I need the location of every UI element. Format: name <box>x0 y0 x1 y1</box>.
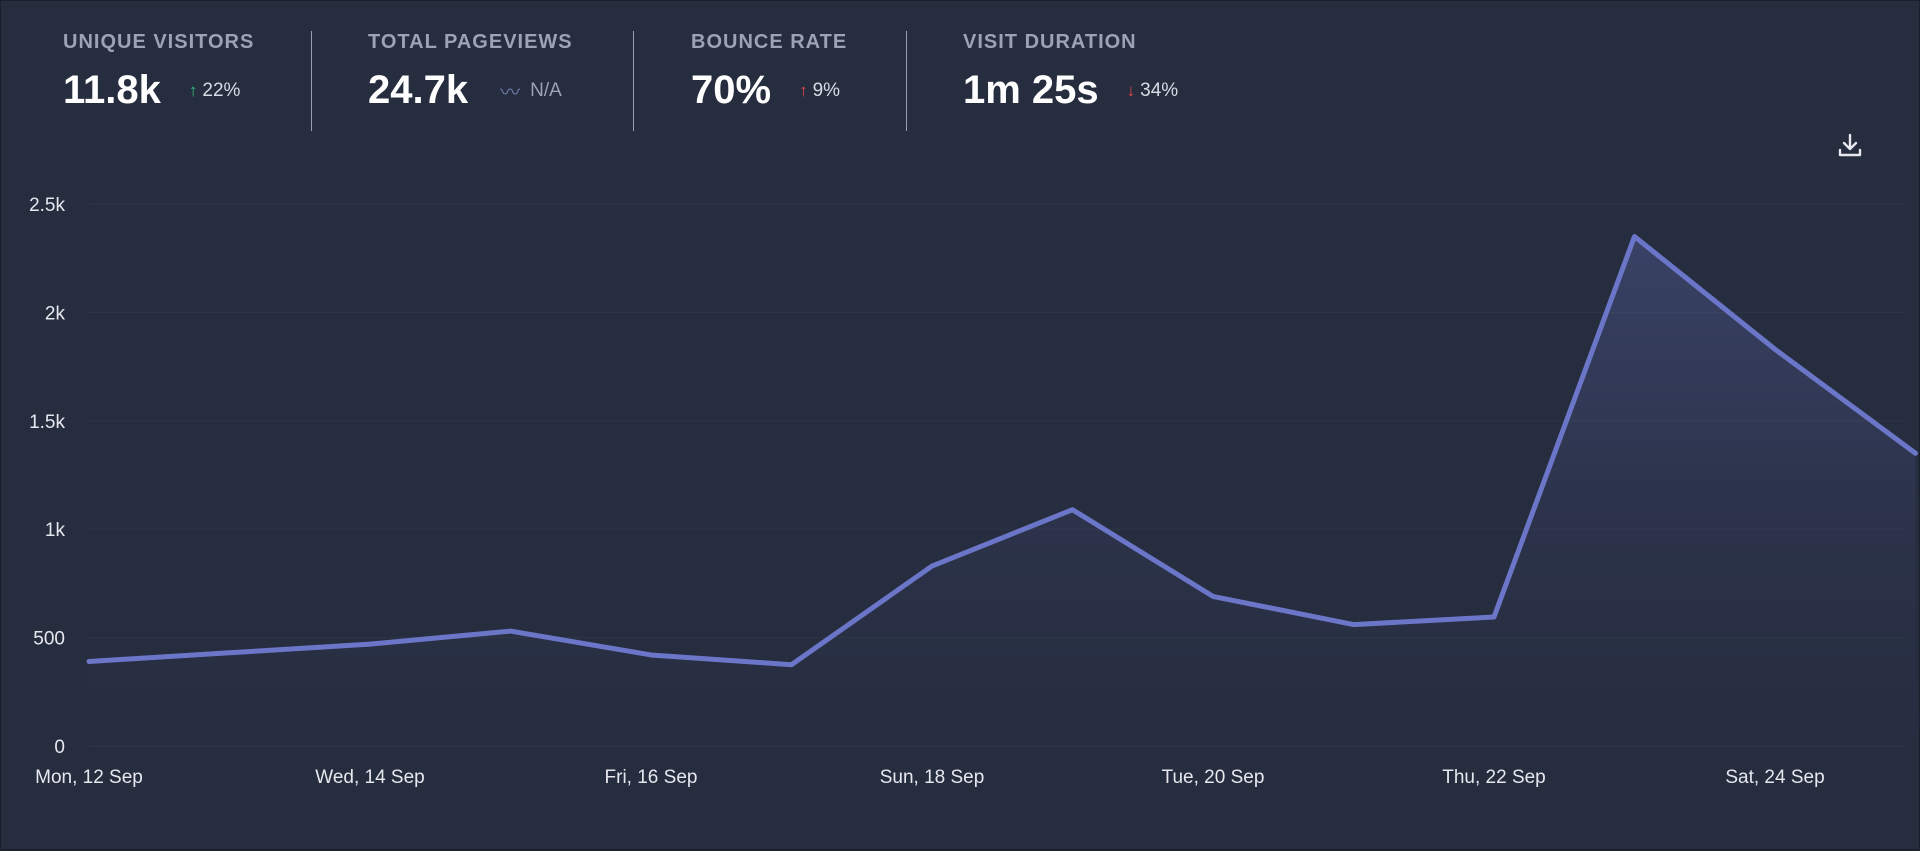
data-point <box>1351 622 1357 628</box>
data-point <box>1913 450 1919 456</box>
stat-change-value: N/A <box>530 79 562 101</box>
stat-change: 〰 N/A <box>500 76 562 105</box>
x-tick-label: Sat, 24 Sep <box>1725 767 1824 788</box>
stat-change-value: 22% <box>202 79 241 101</box>
stat-change-value: 34% <box>1140 79 1179 101</box>
stat-visit-duration[interactable]: VISIT DURATION 1m 25s ↓ 34% <box>963 31 1178 113</box>
data-point <box>789 662 795 668</box>
divider <box>633 31 634 131</box>
x-tick-label: Thu, 22 Sep <box>1442 767 1546 788</box>
y-tick-label: 0 <box>54 737 65 758</box>
stat-value: 11.8k <box>63 68 161 112</box>
stat-value: 1m 25s <box>963 68 1099 112</box>
data-point <box>227 650 233 656</box>
data-point <box>1632 234 1638 240</box>
y-tick-label: 500 <box>33 629 65 650</box>
stat-value: 70% <box>691 68 772 112</box>
data-point <box>1491 614 1497 620</box>
series-line <box>86 234 1918 668</box>
y-tick-label: 2k <box>45 303 66 324</box>
data-point <box>367 641 373 647</box>
x-tick-label: Fri, 16 Sep <box>605 767 698 788</box>
series-area <box>89 236 1916 746</box>
stat-change: ↓ 34% <box>1127 80 1179 102</box>
wave-icon: 〰 <box>500 82 521 104</box>
arrow-up-icon: ↑ <box>799 80 808 100</box>
stat-unique-visitors[interactable]: UNIQUE VISITORS 11.8k ↑ 22% <box>63 31 254 113</box>
stat-bounce-rate[interactable]: BOUNCE RATE 70% ↑ 9% <box>691 31 847 113</box>
stat-label: BOUNCE RATE <box>691 31 848 53</box>
stats-bar: UNIQUE VISITORS 11.8k ↑ 22% TOTAL PAGEVI… <box>1 1 1301 131</box>
stat-change: ↑ 9% <box>799 80 840 102</box>
data-point <box>1772 346 1778 352</box>
data-point <box>1210 593 1216 599</box>
stat-total-pageviews[interactable]: TOTAL PAGEVIEWS 24.7k 〰 N/A <box>368 31 573 113</box>
x-tick-label: Sun, 18 Sep <box>880 767 985 788</box>
y-tick-label: 2.5k <box>29 195 65 216</box>
x-tick-label: Wed, 14 Sep <box>315 767 425 788</box>
data-point <box>86 658 92 664</box>
data-point <box>1070 507 1076 513</box>
stat-change-value: 9% <box>812 79 841 101</box>
arrow-up-icon: ↑ <box>188 80 198 100</box>
x-tick-label: Mon, 12 Sep <box>35 767 143 788</box>
data-point <box>648 652 654 658</box>
stat-label: UNIQUE VISITORS <box>63 31 255 53</box>
download-icon[interactable] <box>1835 131 1865 161</box>
data-point <box>929 563 935 569</box>
stat-value: 24.7k <box>368 68 469 112</box>
stat-label: TOTAL PAGEVIEWS <box>368 31 573 53</box>
data-point <box>508 628 514 634</box>
stat-label: VISIT DURATION <box>963 31 1137 53</box>
divider <box>906 31 907 131</box>
arrow-down-icon: ↓ <box>1126 80 1136 100</box>
divider <box>311 31 312 131</box>
y-tick-label: 1k <box>45 520 66 541</box>
y-tick-label: 1.5k <box>29 412 65 433</box>
stat-change: ↑ 22% <box>189 80 241 102</box>
x-tick-label: Tue, 20 Sep <box>1162 767 1265 788</box>
